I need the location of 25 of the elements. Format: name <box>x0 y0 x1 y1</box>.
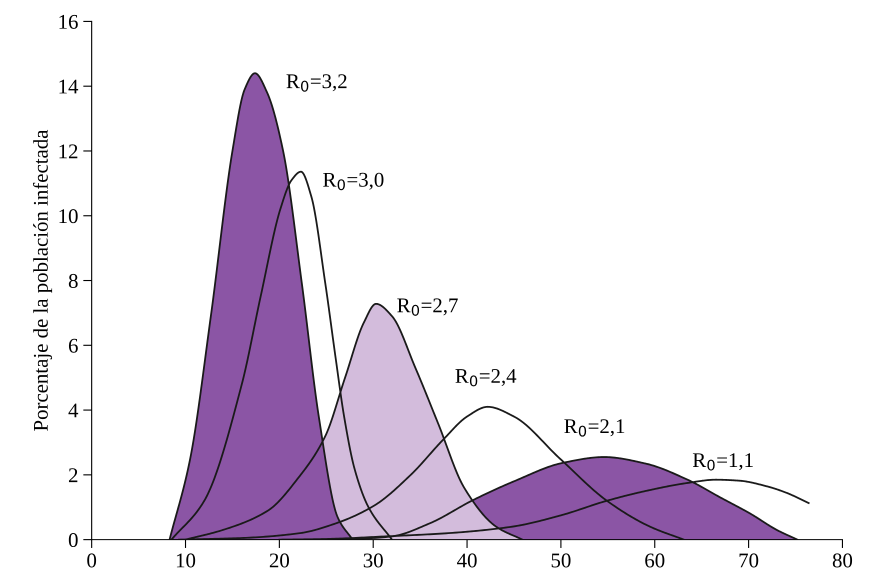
x-tick-label: 80 <box>832 553 852 568</box>
x-tick-label: 0 <box>87 553 96 568</box>
y-axis-title: Porcentaje de la población infectada <box>32 130 52 431</box>
y-tick-label: 8 <box>68 274 78 288</box>
y-tick-label: 2 <box>68 468 78 482</box>
x-tick-label: 70 <box>740 553 758 568</box>
y-tick-label: 4 <box>68 404 78 418</box>
y-tick-label: 10 <box>59 209 78 224</box>
series-label: R$_{0}$=1,1 <box>692 453 753 471</box>
series-label: R$_{0}$=2,7 <box>397 298 458 316</box>
x-tick-label: 50 <box>552 553 571 568</box>
x-tick-label: 10 <box>176 553 196 568</box>
x-tick-label: 20 <box>270 553 289 568</box>
series-label: R$_{0}$=3,2 <box>286 74 347 92</box>
series-label: R$_{0}$=3,0 <box>323 172 384 190</box>
y-tick-label: 12 <box>59 144 78 158</box>
y-tick-label: 14 <box>59 80 78 94</box>
x-tick-label: 60 <box>645 553 664 568</box>
series-label: R$_{0}$=2,4 <box>455 369 516 386</box>
x-tick-label: 30 <box>364 553 383 568</box>
y-tick-label: 6 <box>68 338 78 353</box>
y-tick-label: 16 <box>59 14 78 29</box>
series-label: R$_{0}$=2,1 <box>564 419 624 437</box>
y-tick-label: 0 <box>68 533 78 548</box>
x-tick-label: 40 <box>457 553 477 568</box>
